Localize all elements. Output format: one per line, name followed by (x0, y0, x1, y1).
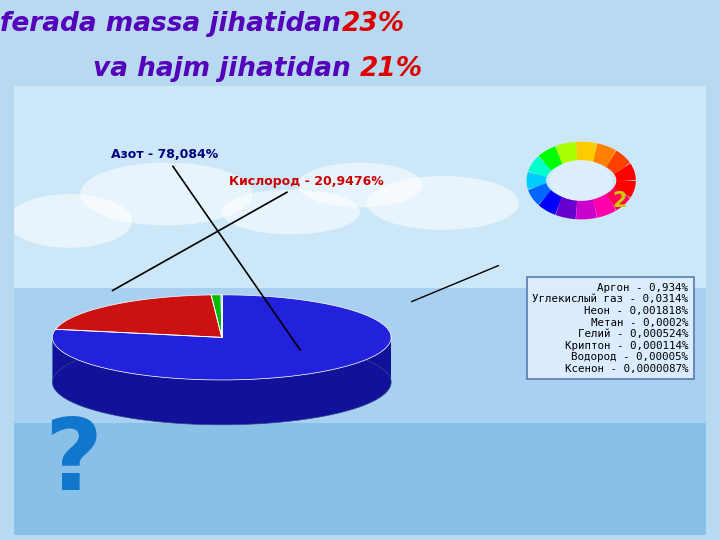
Ellipse shape (222, 190, 360, 234)
Polygon shape (53, 295, 391, 380)
Text: va hajm jihatidan: va hajm jihatidan (93, 56, 360, 82)
Bar (14, 288, 706, 422)
Polygon shape (53, 338, 391, 425)
Text: 21%: 21% (360, 56, 423, 82)
Text: ?: ? (44, 414, 102, 511)
Bar (14, 86, 706, 288)
Text: Atmosferada massa jihatidan: Atmosferada massa jihatidan (0, 11, 342, 37)
Bar (14, 422, 706, 535)
Text: 23%: 23% (342, 11, 405, 37)
Text: Аргон - 0,934%
Углекислый газ - 0,0314%
Неон - 0,001818%
Метан - 0,0002%
Гелий -: Аргон - 0,934% Углекислый газ - 0,0314% … (532, 283, 688, 374)
Ellipse shape (7, 194, 132, 248)
Text: Азот - 78,084%: Азот - 78,084% (111, 148, 300, 350)
Ellipse shape (367, 176, 519, 230)
Ellipse shape (550, 160, 613, 201)
Polygon shape (211, 295, 222, 338)
Text: Кислород - 20,9476%: Кислород - 20,9476% (112, 175, 384, 291)
Ellipse shape (298, 163, 422, 207)
Ellipse shape (80, 163, 253, 225)
Polygon shape (55, 295, 222, 338)
Text: 2: 2 (612, 191, 626, 211)
